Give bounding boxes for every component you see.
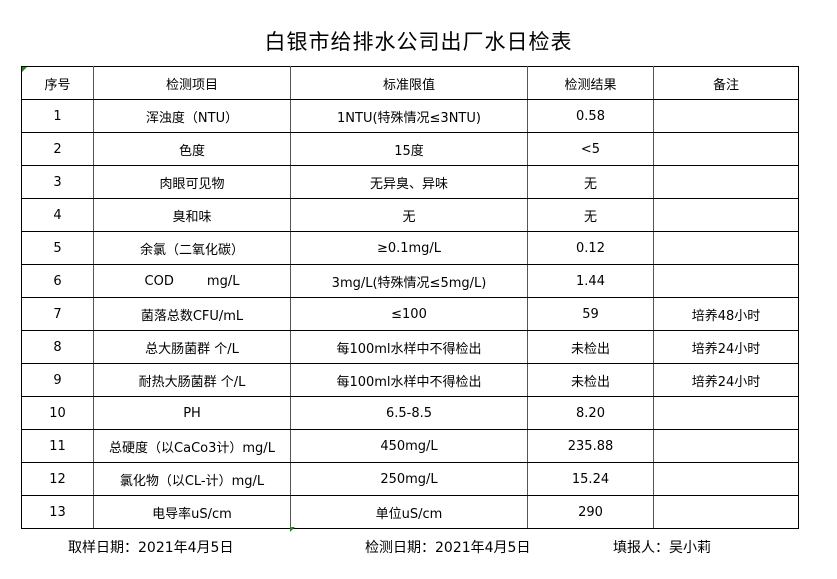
table-cell[interactable]: 1 [21,99,94,133]
table-cell[interactable]: 无 [527,198,654,232]
column-header[interactable]: 标准限值 [290,66,528,100]
table-cell[interactable] [653,99,799,133]
table-cell[interactable]: ≤100 [290,297,528,331]
table-cell[interactable] [653,462,799,496]
table-cell[interactable] [653,198,799,232]
table-row: 10 PH 6.5-8.5 8.20 [21,396,799,430]
table-cell[interactable]: 肉眼可见物 [93,165,291,199]
column-header[interactable]: 备注 [653,66,799,100]
table-row: 2 色度 15度 <5 [21,132,799,166]
table-cell[interactable]: 耐热大肠菌群 个/L [93,363,291,397]
table-cell[interactable]: 12 [21,462,94,496]
table-cell[interactable]: 培养48小时 [653,297,799,331]
table-cell[interactable]: 色度 [93,132,291,166]
table-cell[interactable]: COD mg/L [93,264,291,298]
table-cell[interactable]: 6.5-8.5 [290,396,528,430]
table-cell[interactable]: 5 [21,231,94,265]
table-header-row: 序号 检测项目 标准限值 检测结果 备注 [21,66,799,100]
table-cell[interactable]: 15.24 [527,462,654,496]
table-cell[interactable]: 1NTU(特殊情况≤3NTU) [290,99,528,133]
cell-marker [22,67,27,72]
table-cell[interactable]: 2 [21,132,94,166]
table-cell[interactable]: 3 [21,165,94,199]
table-cell[interactable]: 0.12 [527,231,654,265]
table-cell[interactable]: 无 [527,165,654,199]
table-cell[interactable]: 13 [21,495,94,529]
table-row: 7 菌落总数CFU/mL ≤100 59 培养48小时 [21,297,799,331]
column-header[interactable]: 检测项目 [93,66,291,100]
table-cell[interactable]: 未检出 [527,363,654,397]
table-row: 3 肉眼可见物 无异臭、异味无 [21,165,799,199]
table-cell[interactable]: 15度 [290,132,528,166]
table-row: 13 电导率uS/cm 单位uS/cm 290 [21,495,799,529]
table-cell[interactable]: 250mg/L [290,462,528,496]
table-row: 8 总大肠菌群 个/L 每100ml水样中不得检出 未检出 培养24小时 [21,330,799,364]
column-header[interactable]: 检测结果 [527,66,654,100]
table-cell[interactable]: 3mg/L(特殊情况≤5mg/L) [290,264,528,298]
table-cell[interactable]: 0.58 [527,99,654,133]
table-cell[interactable]: 9 [21,363,94,397]
table-cell[interactable]: 培养24小时 [653,330,799,364]
table-cell[interactable]: 59 [527,297,654,331]
table-cell[interactable]: 7 [21,297,94,331]
table-cell[interactable] [653,231,799,265]
table-cell[interactable]: 8.20 [527,396,654,430]
table-cell[interactable]: 无 [290,198,528,232]
sample-date: 取样日期：2021年4月5日 [68,540,234,556]
table-cell[interactable]: 11 [21,429,94,463]
table-cell[interactable]: 1.44 [527,264,654,298]
table-cell[interactable]: 290 [527,495,654,529]
table-cell[interactable]: 4 [21,198,94,232]
table-cell[interactable]: 总大肠菌群 个/L [93,330,291,364]
table-row: 4 臭和味无无 [21,198,799,232]
table-cell[interactable]: 单位uS/cm [290,495,528,529]
table-row: 11 总硬度（以CaCo3计）mg/L 450mg/L 235.88 [21,429,799,463]
table-cell[interactable]: 235.88 [527,429,654,463]
inspection-table: 序号 检测项目 标准限值 检测结果 备注 1 浑浊度（NTU） 1NTU(特殊情况≤3NTU… [21,66,799,529]
test-date: 检测日期：2021年4月5日 [365,540,531,556]
table-cell[interactable] [653,132,799,166]
table-cell[interactable] [653,429,799,463]
cell-marker [290,527,295,532]
table-cell[interactable] [653,165,799,199]
table-cell[interactable]: 每100ml水样中不得检出 [290,330,528,364]
table-row: 1 浑浊度（NTU） 1NTU(特殊情况≤3NTU) 0.58 [21,99,799,133]
table-cell[interactable]: 菌落总数CFU/mL [93,297,291,331]
page-title: 白银市给排水公司出厂水日检表 [264,30,573,54]
table-cell[interactable]: 未检出 [527,330,654,364]
table-cell[interactable]: 浑浊度（NTU） [93,99,291,133]
table-cell[interactable]: 臭和味 [93,198,291,232]
table-cell[interactable]: 6 [21,264,94,298]
table-cell[interactable] [653,495,799,529]
table-row: 6 COD mg/L 3mg/L(特殊情况≤5mg/L) 1.44 [21,264,799,298]
table-row: 12 氯化物（以CL-计）mg/L 250mg/L 15.24 [21,462,799,496]
table-cell[interactable] [653,264,799,298]
table-cell[interactable]: 无异臭、异味 [290,165,528,199]
table-cell[interactable]: PH [93,396,291,430]
table-cell[interactable]: 450mg/L [290,429,528,463]
table-cell[interactable]: 总硬度（以CaCo3计）mg/L [93,429,291,463]
reporter: 填报人：吴小莉 [613,540,711,556]
table-cell[interactable]: 每100ml水样中不得检出 [290,363,528,397]
table-cell[interactable]: 8 [21,330,94,364]
table-cell[interactable]: <5 [527,132,654,166]
table-cell[interactable] [653,396,799,430]
column-header[interactable]: 序号 [21,66,94,100]
table-row: 5 余氯（二氧化碳） ≥0.1mg/L 0.12 [21,231,799,265]
table-row: 9 耐热大肠菌群 个/L 每100ml水样中不得检出 未检出 培养24小时 [21,363,799,397]
table-cell[interactable]: 10 [21,396,94,430]
table-cell[interactable]: ≥0.1mg/L [290,231,528,265]
table-cell[interactable]: 培养24小时 [653,363,799,397]
table-cell[interactable]: 氯化物（以CL-计）mg/L [93,462,291,496]
table-cell[interactable]: 余氯（二氧化碳） [93,231,291,265]
table-cell[interactable]: 电导率uS/cm [93,495,291,529]
